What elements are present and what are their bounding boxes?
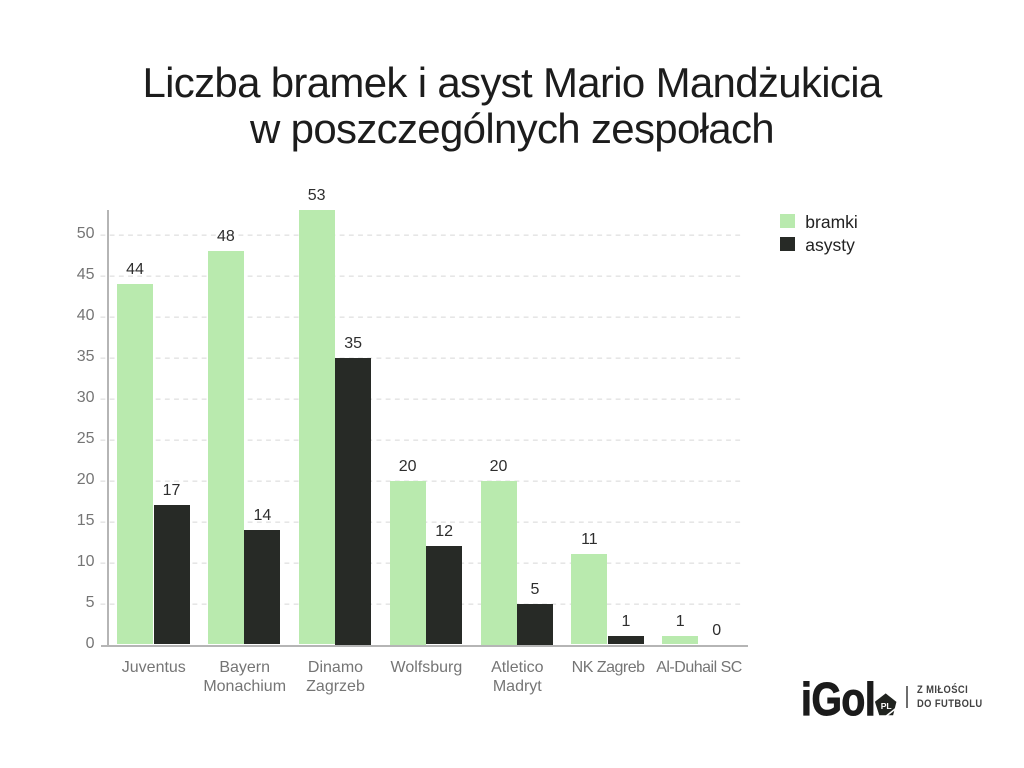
svg-text:PL: PL bbox=[881, 700, 892, 710]
